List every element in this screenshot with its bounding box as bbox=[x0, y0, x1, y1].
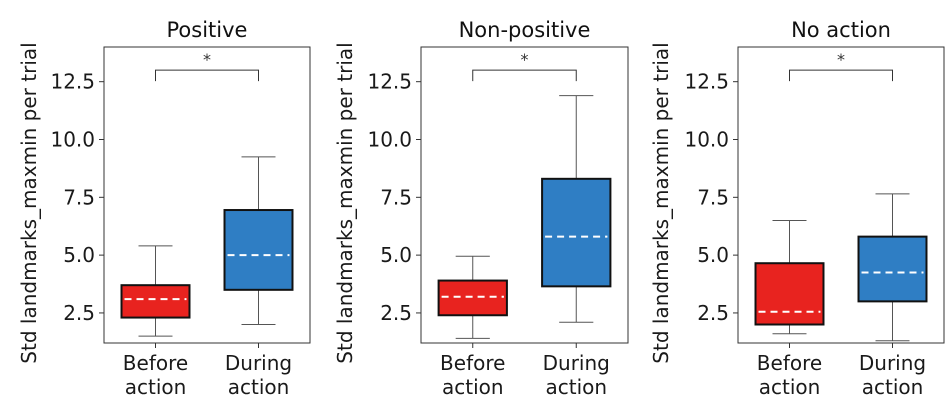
panel-positive: Positive Std landmarks_maxmin per trial 2.… bbox=[17, 18, 310, 399]
box bbox=[122, 285, 190, 317]
panel-title: Non-positive bbox=[459, 18, 591, 42]
y-tick-label: 10.0 bbox=[684, 128, 729, 152]
x-category-label: action bbox=[759, 375, 821, 399]
y-tick-label: 7.5 bbox=[380, 185, 412, 209]
y-tick-label: 5.0 bbox=[697, 243, 729, 267]
x-category-label: During bbox=[225, 351, 292, 375]
panel-non-positive: Non-positive Std landmarks_maxmin per tri… bbox=[333, 18, 628, 399]
box bbox=[439, 281, 507, 316]
box bbox=[756, 263, 824, 324]
panel-title: No action bbox=[791, 18, 891, 42]
significance-bracket bbox=[790, 70, 893, 81]
y-tick-label: 5.0 bbox=[380, 243, 412, 267]
y-tick-label: 5.0 bbox=[63, 243, 95, 267]
x-category-label: action bbox=[228, 375, 290, 399]
y-tick-label: 7.5 bbox=[63, 185, 95, 209]
x-category-label: Before bbox=[757, 351, 822, 375]
y-tick-label: 12.5 bbox=[367, 70, 412, 94]
y-tick-label: 2.5 bbox=[697, 301, 729, 325]
box bbox=[225, 210, 293, 290]
x-category-label: Before bbox=[123, 351, 188, 375]
y-tick-label: 7.5 bbox=[697, 185, 729, 209]
box bbox=[542, 179, 610, 287]
x-category-label: action bbox=[125, 375, 187, 399]
x-category-label: During bbox=[543, 351, 610, 375]
x-category-label: action bbox=[862, 375, 924, 399]
y-axis-label: Std landmarks_maxmin per trial bbox=[17, 42, 41, 363]
y-tick-label: 10.0 bbox=[367, 128, 412, 152]
x-category-label: During bbox=[859, 351, 926, 375]
box bbox=[859, 237, 927, 302]
significance-bracket bbox=[473, 70, 577, 81]
x-category-label: action bbox=[545, 375, 607, 399]
significance-marker: * bbox=[837, 50, 845, 69]
y-tick-label: 10.0 bbox=[50, 128, 95, 152]
y-tick-label: 2.5 bbox=[63, 301, 95, 325]
significance-marker: * bbox=[203, 50, 211, 69]
x-category-label: Before bbox=[440, 351, 505, 375]
significance-bracket bbox=[156, 70, 259, 81]
y-tick-label: 2.5 bbox=[380, 301, 412, 325]
y-axis-label: Std landmarks_maxmin per trial bbox=[649, 42, 673, 363]
y-tick-label: 12.5 bbox=[50, 70, 95, 94]
y-tick-label: 12.5 bbox=[684, 70, 729, 94]
x-category-label: action bbox=[442, 375, 504, 399]
y-axis-label: Std landmarks_maxmin per trial bbox=[333, 42, 357, 363]
panel-title: Positive bbox=[167, 18, 248, 42]
panel-no-action: No action Std landmarks_maxmin per trial 2… bbox=[649, 18, 944, 399]
significance-marker: * bbox=[521, 50, 529, 69]
